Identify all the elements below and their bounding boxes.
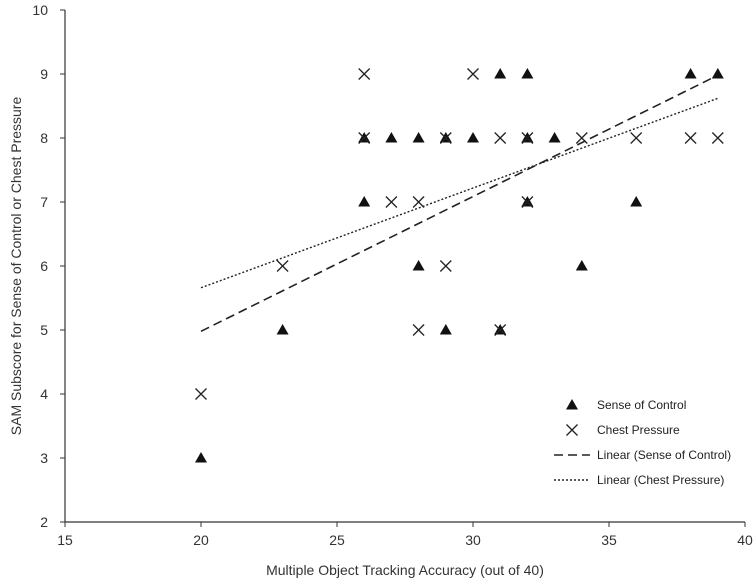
chest-pressure-point xyxy=(711,132,724,144)
x-axis-title: Multiple Object Tracking Accuracy (out o… xyxy=(266,562,544,578)
sense-of-control-point xyxy=(521,68,534,79)
y-tick-label: 9 xyxy=(40,66,48,82)
chest-pressure-point xyxy=(276,260,289,272)
legend-label: Chest Pressure xyxy=(597,423,680,437)
chest-pressure-point xyxy=(412,196,425,208)
legend: Sense of Control Chest Pressure Linear (Se… xyxy=(554,398,731,487)
y-tick-label: 3 xyxy=(40,450,48,466)
sense-of-control-point xyxy=(494,68,507,79)
sense-of-control-point xyxy=(575,260,588,271)
chest-pressure-point xyxy=(630,132,643,144)
trend-lines xyxy=(200,74,719,332)
x-tick-label: 15 xyxy=(57,532,73,548)
sense-of-control-point xyxy=(358,196,371,207)
sense-of-control-point xyxy=(630,196,643,207)
sense-of-control-point xyxy=(412,132,425,143)
y-tick-label: 4 xyxy=(40,386,48,402)
chest-pressure-point xyxy=(412,324,425,336)
y-tick-label: 6 xyxy=(40,258,48,274)
sense-of-control-point xyxy=(439,324,452,335)
chest-pressure-point xyxy=(684,132,697,144)
chest-pressure-point xyxy=(358,132,371,144)
legend-marker-x xyxy=(566,424,578,436)
y-tick-label: 10 xyxy=(32,2,48,18)
y-tick-label: 2 xyxy=(40,514,48,530)
legend-label: Linear (Chest Pressure) xyxy=(597,473,724,487)
sense-of-control-point xyxy=(467,132,479,143)
x-axis-ticks: 15 20 25 30 35 40 xyxy=(57,522,753,548)
x-tick-label: 40 xyxy=(737,532,753,548)
legend-label: Linear (Sense of Control) xyxy=(597,448,731,462)
data-points xyxy=(195,68,724,463)
chest-pressure-point xyxy=(521,196,534,208)
chest-pressure-point xyxy=(195,388,207,400)
chest-pressure-point xyxy=(521,132,534,144)
sense-of-control-point xyxy=(195,452,207,463)
chest-pressure-point xyxy=(494,324,507,336)
chest-pressure-point xyxy=(494,132,507,144)
chest-pressure-trend-line xyxy=(200,97,719,289)
y-axis-ticks: 2 3 4 5 6 7 8 9 10 xyxy=(32,2,65,530)
x-tick-label: 20 xyxy=(193,532,209,548)
chest-pressure-point xyxy=(439,260,452,272)
x-tick-label: 35 xyxy=(601,532,617,548)
chest-pressure-point xyxy=(575,132,588,144)
y-tick-label: 5 xyxy=(40,322,48,338)
chest-pressure-point xyxy=(467,68,479,80)
y-tick-label: 7 xyxy=(40,194,48,210)
legend-marker-triangle xyxy=(566,399,578,410)
sense-of-control-point xyxy=(276,324,289,335)
sense-of-control-point xyxy=(711,68,724,79)
x-tick-label: 25 xyxy=(329,532,345,548)
y-tick-label: 8 xyxy=(40,130,48,146)
chest-pressure-point xyxy=(385,196,398,208)
legend-label: Sense of Control xyxy=(597,398,686,412)
plot-area: 15 20 25 30 35 40 2 3 4 5 6 7 8 9 10 xyxy=(32,2,753,548)
sense-of-control-point xyxy=(385,132,398,143)
sense-of-control-point xyxy=(412,260,425,271)
y-axis-title: SAM Subscore for Sense of Control or Che… xyxy=(8,97,24,436)
x-tick-label: 30 xyxy=(465,532,481,548)
chest-pressure-point xyxy=(439,132,452,144)
sense-of-control-trend-line xyxy=(200,74,719,332)
sense-of-control-point xyxy=(548,132,561,143)
sense-of-control-point xyxy=(684,68,697,79)
chest-pressure-point xyxy=(358,68,371,80)
